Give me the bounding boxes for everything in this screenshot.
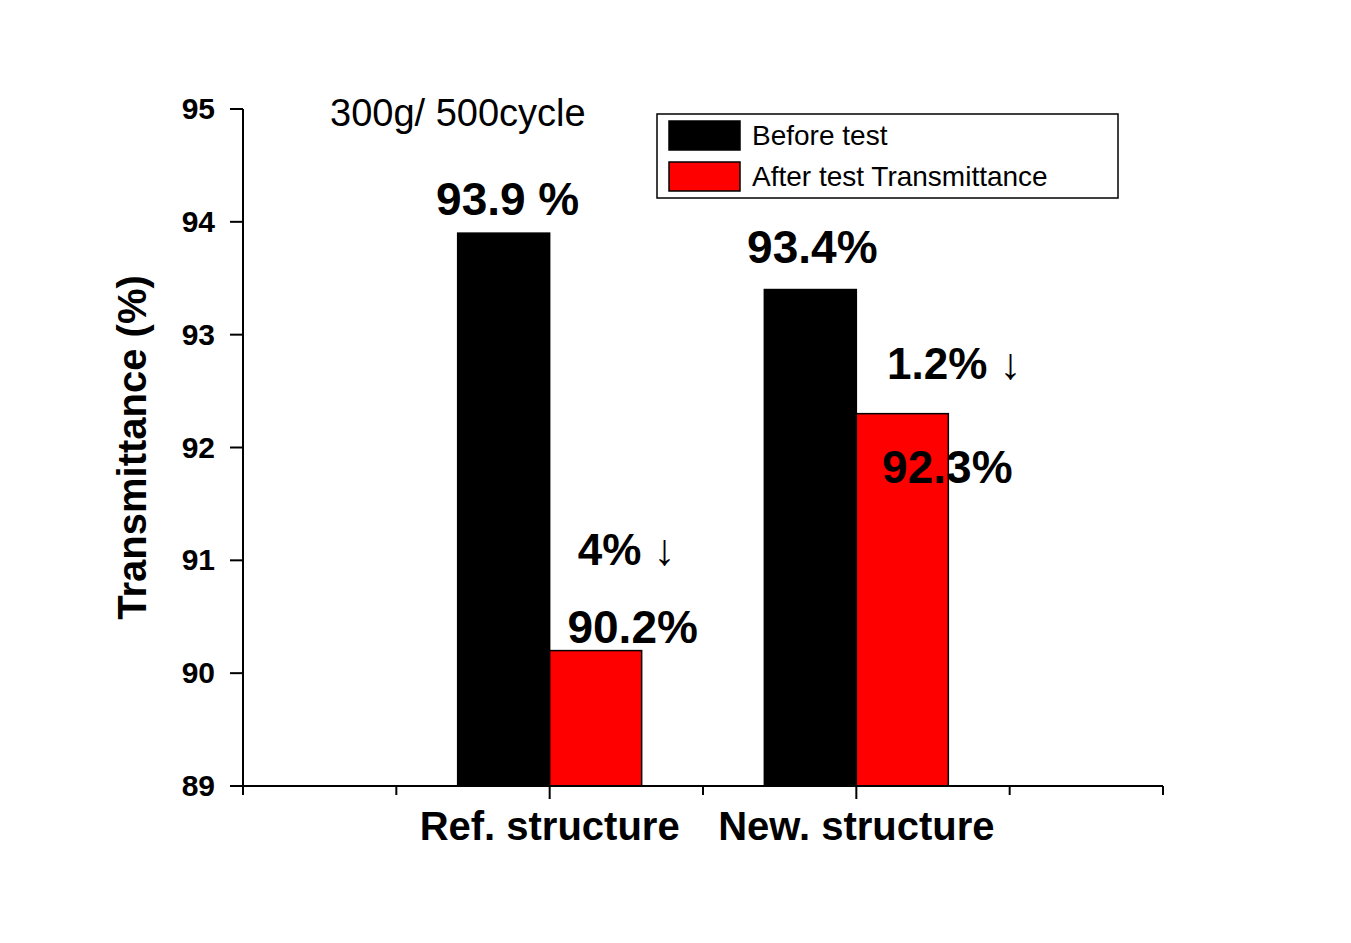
- title: 300g/ 500cycle: [330, 92, 586, 134]
- x-minor-tick: [395, 786, 397, 795]
- legend-box: [657, 114, 1118, 198]
- y-tick-label: 91: [182, 543, 215, 576]
- y-tick: [230, 334, 243, 336]
- x-tick-label: New. structure: [718, 804, 994, 848]
- y-tick: [230, 559, 243, 561]
- legend-label: Before test: [752, 120, 888, 151]
- chart: 89 90 91 92 93 94 95 Ref. structure New. structu…: [0, 0, 1351, 943]
- x-minor-tick: [1162, 786, 1164, 795]
- bars: [458, 233, 949, 786]
- y-tick-label: 94: [182, 205, 216, 238]
- data-label: 92.3%: [882, 441, 1012, 493]
- x-tick: [855, 786, 857, 799]
- x-minor-tick: [242, 786, 244, 795]
- legend: Before test After test Transmittance: [657, 114, 1118, 198]
- y-tick: [230, 672, 243, 674]
- bar: [764, 290, 856, 786]
- y-tick: [230, 221, 243, 223]
- data-label: 90.2%: [567, 601, 697, 653]
- annotation: 1.2% ↓: [887, 339, 1022, 388]
- y-axis-label: Transmittance (%): [110, 275, 154, 620]
- bar: [550, 651, 642, 786]
- data-label: 93.9 %: [436, 173, 579, 225]
- bar: [458, 233, 550, 786]
- chart-root: 89 90 91 92 93 94 95 Ref. structure New. structu…: [0, 0, 1351, 943]
- x-minor-tick: [702, 786, 704, 795]
- y-tick-label: 95: [182, 92, 215, 125]
- y-tick: [230, 108, 243, 110]
- annotation: 4% ↓: [578, 525, 676, 574]
- y-tick-label: 92: [182, 431, 215, 464]
- y-tick: [230, 785, 243, 787]
- x-minor-tick: [1009, 786, 1011, 795]
- y-tick-label: 93: [182, 318, 215, 351]
- x-tick: [549, 786, 551, 799]
- legend-swatch: [669, 121, 740, 150]
- legend-swatch: [669, 162, 740, 191]
- legend-label: After test Transmittance: [752, 161, 1048, 192]
- data-label: 93.4%: [747, 221, 877, 273]
- y-tick-label: 89: [182, 769, 215, 802]
- y-tick: [230, 447, 243, 449]
- x-tick-label: Ref. structure: [420, 804, 680, 848]
- y-tick-label: 90: [182, 656, 215, 689]
